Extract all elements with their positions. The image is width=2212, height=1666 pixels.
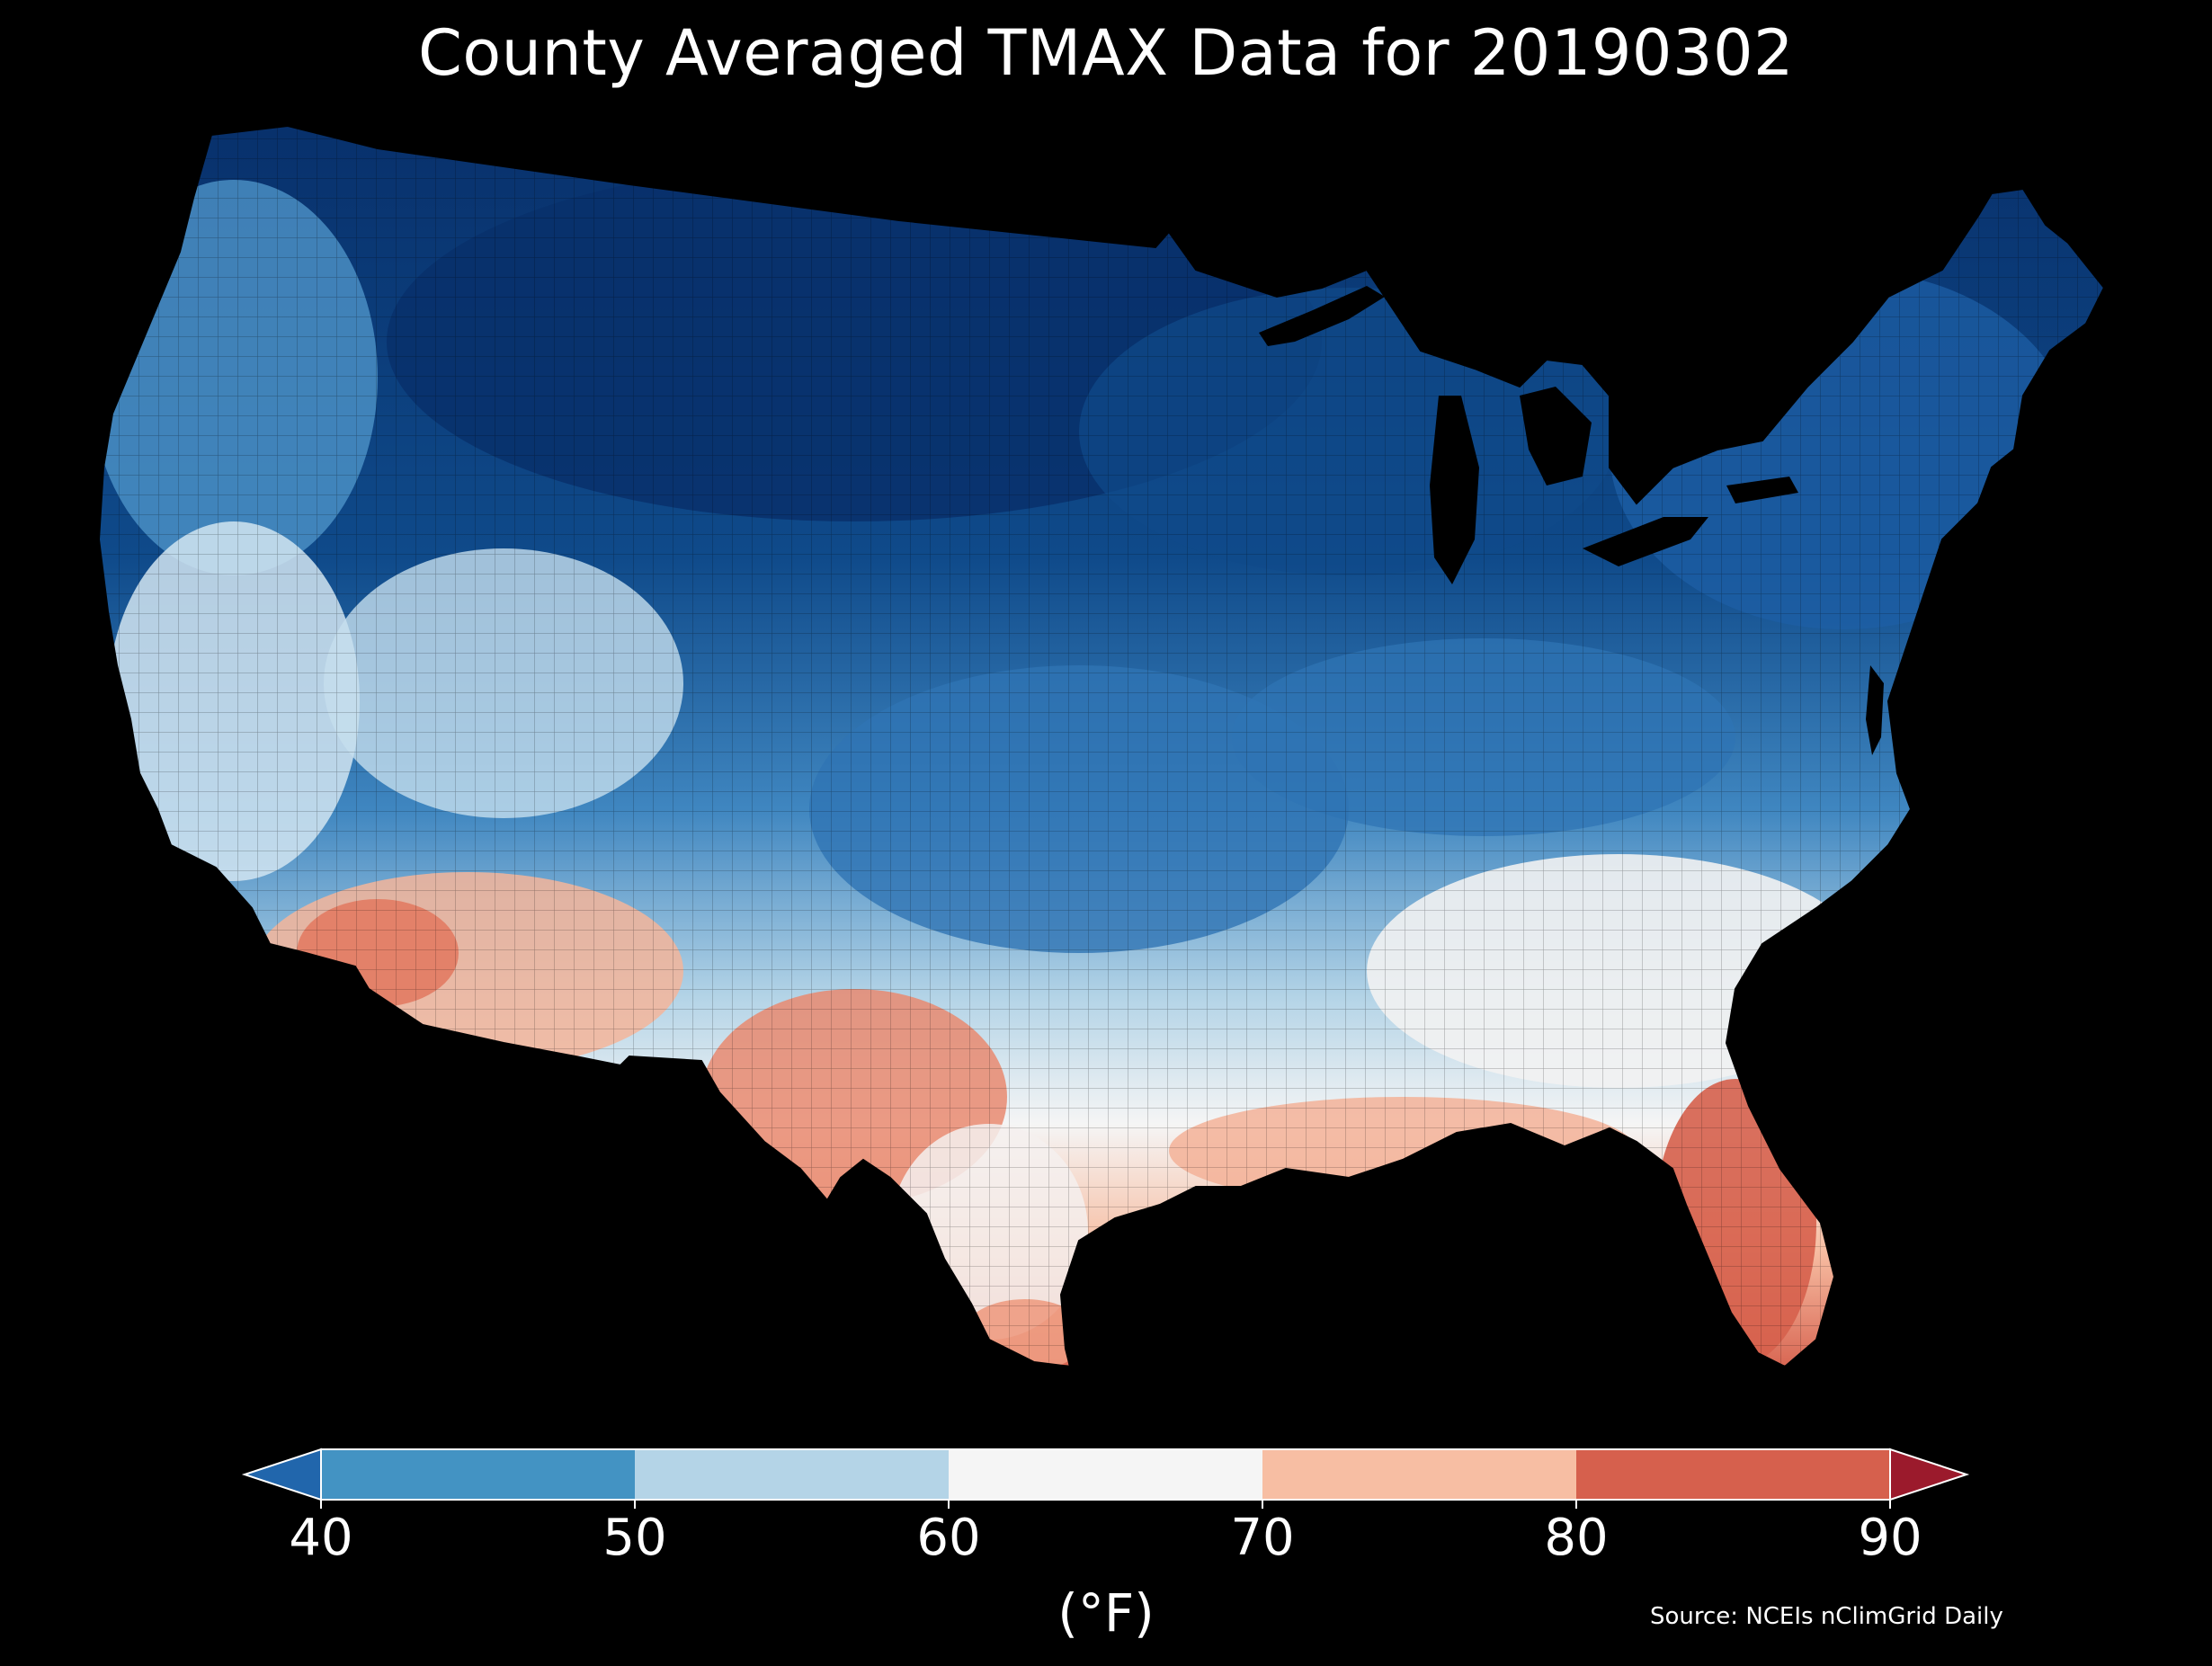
colorbar-tick-50: 50 bbox=[602, 1509, 667, 1567]
colorbar-bin-70-80 bbox=[1262, 1449, 1576, 1500]
colorbar-tick-70: 70 bbox=[1230, 1509, 1295, 1567]
chesapeake-bay bbox=[1866, 665, 1884, 755]
colorbar-bin-80-90 bbox=[1576, 1449, 1890, 1500]
colorbar-bin-60-70 bbox=[949, 1449, 1262, 1500]
colorbar-tick-80: 80 bbox=[1544, 1509, 1609, 1567]
lake-superior bbox=[1259, 286, 1385, 346]
map-title: County Averaged TMAX Data for 20190302 bbox=[417, 16, 1795, 90]
colorbar-extend-low bbox=[241, 1448, 322, 1501]
colorbar-tick-60: 60 bbox=[916, 1509, 981, 1567]
colorbar-bin-50-60 bbox=[635, 1449, 949, 1500]
lake-ontario bbox=[1726, 477, 1798, 503]
colorbar-bin-40-50 bbox=[321, 1449, 635, 1500]
colorbar-extend-high bbox=[1889, 1448, 1970, 1501]
colorbar-unit-label: (°F) bbox=[1057, 1582, 1155, 1644]
colorbar-tick-40: 40 bbox=[289, 1509, 353, 1567]
lake-huron bbox=[1520, 387, 1592, 486]
colorbar-tick-90: 90 bbox=[1858, 1509, 1922, 1567]
source-note: Source: NCEIs nClimGrid Daily bbox=[1650, 1603, 2003, 1630]
lake-erie bbox=[1583, 517, 1708, 566]
colorbar-outline bbox=[320, 1448, 1891, 1501]
lake-michigan bbox=[1430, 396, 1479, 584]
